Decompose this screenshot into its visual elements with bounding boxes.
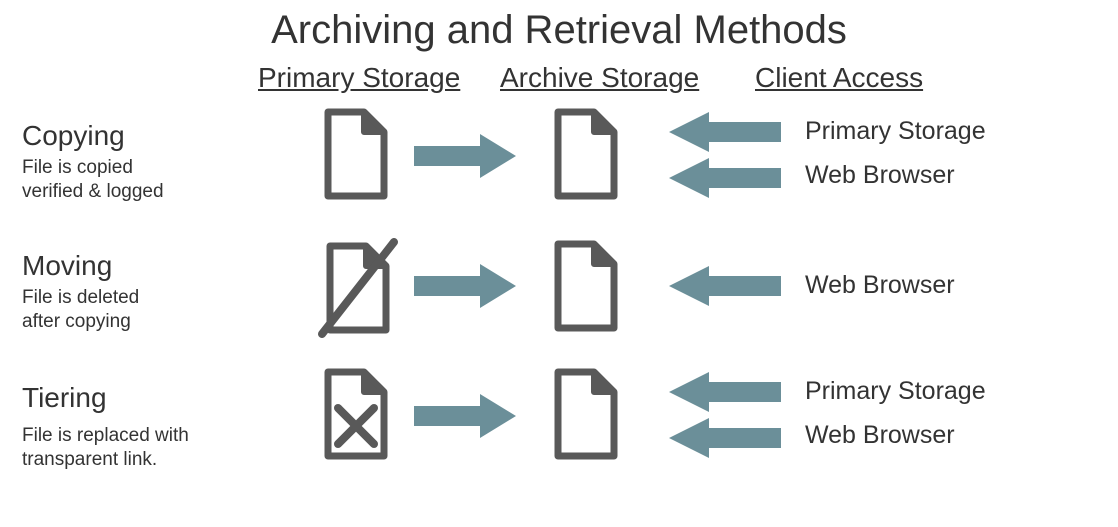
row-tiering-name: Tiering: [22, 382, 189, 414]
column-header-client: Client Access: [755, 62, 923, 94]
arrow-left-icon: [665, 370, 785, 419]
document-icon: [550, 240, 622, 337]
row-copying: Copying File is copied verified & logged: [22, 120, 164, 204]
arrow-left-icon: [665, 156, 785, 205]
arrow-left-icon: [665, 110, 785, 159]
row-tiering-desc: File is replaced with transparent link.: [22, 424, 189, 472]
column-header-primary: Primary Storage: [258, 62, 460, 94]
row-moving-name: Moving: [22, 250, 139, 282]
access-label: Primary Storage: [805, 377, 986, 406]
arrow-left-icon: [665, 416, 785, 465]
access-label: Web Browser: [805, 421, 955, 450]
document-icon: [550, 108, 622, 205]
access-label: Web Browser: [805, 161, 955, 190]
document-slash-icon: [316, 238, 400, 343]
row-tiering: Tiering File is replaced with transparen…: [22, 382, 189, 472]
row-copying-name: Copying: [22, 120, 164, 152]
arrow-right-icon: [410, 262, 520, 315]
document-icon: [320, 108, 392, 205]
access-label: Primary Storage: [805, 117, 986, 146]
diagram-title: Archiving and Retrieval Methods: [0, 8, 1118, 53]
column-header-archive: Archive Storage: [500, 62, 699, 94]
row-moving-desc: File is deleted after copying: [22, 286, 139, 334]
access-label: Web Browser: [805, 271, 955, 300]
document-x-icon: [320, 368, 392, 465]
row-moving: Moving File is deleted after copying: [22, 250, 139, 334]
document-icon: [550, 368, 622, 465]
arrow-left-icon: [665, 264, 785, 313]
arrow-right-icon: [410, 392, 520, 445]
arrow-right-icon: [410, 132, 520, 185]
row-copying-desc: File is copied verified & logged: [22, 156, 164, 204]
